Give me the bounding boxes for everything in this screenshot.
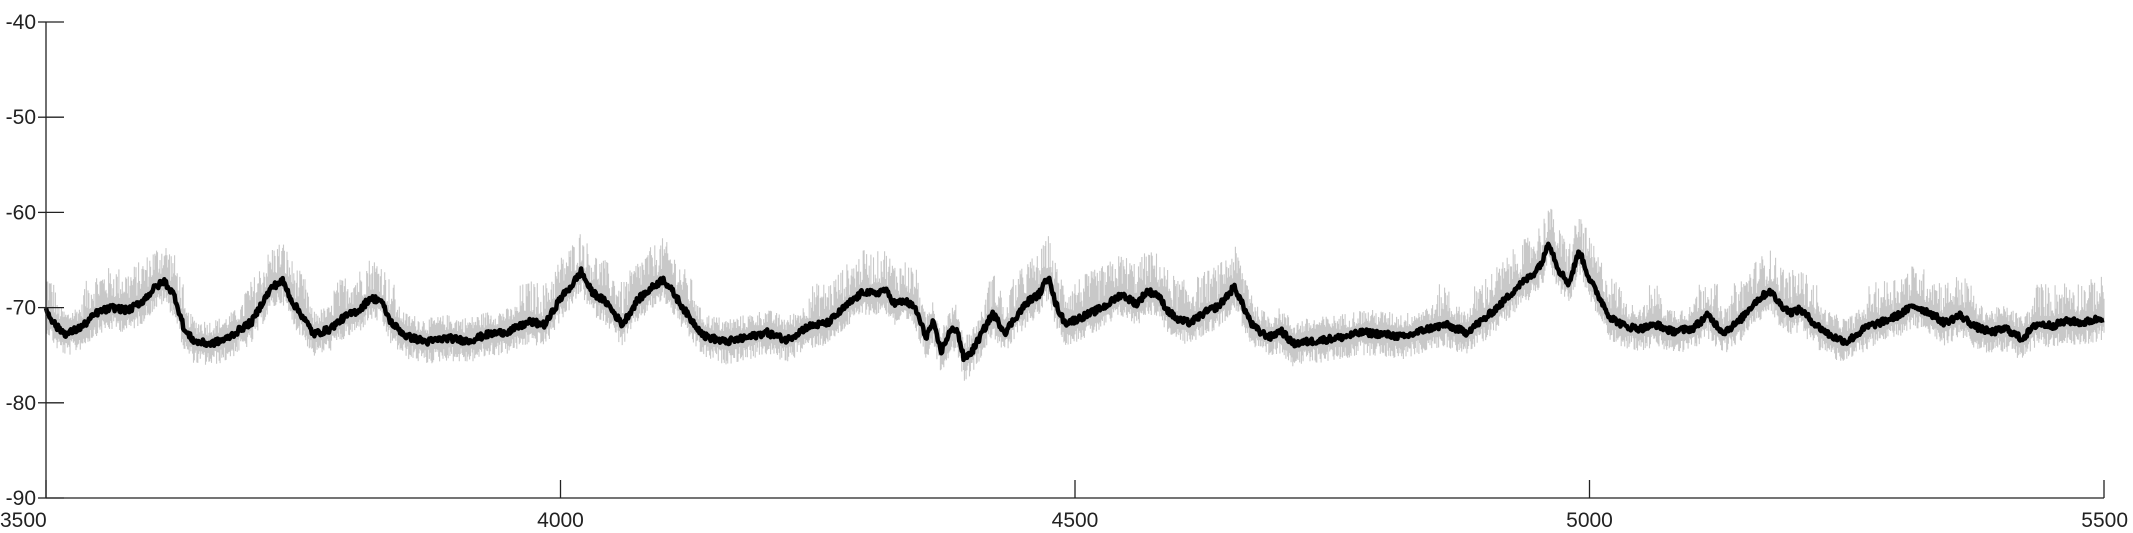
series-line-group [43, 241, 2106, 363]
noise-envelope [45, 208, 2105, 381]
y-tick-label: -90 [6, 487, 36, 510]
x-tick-label: 4500 [1052, 509, 1099, 532]
y-tick-label: -60 [6, 201, 36, 224]
x-tick-label: 4000 [537, 509, 584, 532]
y-tick-label: -40 [6, 11, 36, 34]
envelope-band [45, 208, 2105, 381]
x-tick-label: 3500 [0, 509, 47, 532]
y-tick-label: -80 [6, 392, 36, 415]
x-tick-label: 5500 [2081, 509, 2128, 532]
y-tick-label: -70 [6, 297, 36, 320]
series-line [43, 241, 2106, 363]
x-tick-label: 5000 [1566, 509, 1613, 532]
y-tick-label: -50 [6, 106, 36, 129]
